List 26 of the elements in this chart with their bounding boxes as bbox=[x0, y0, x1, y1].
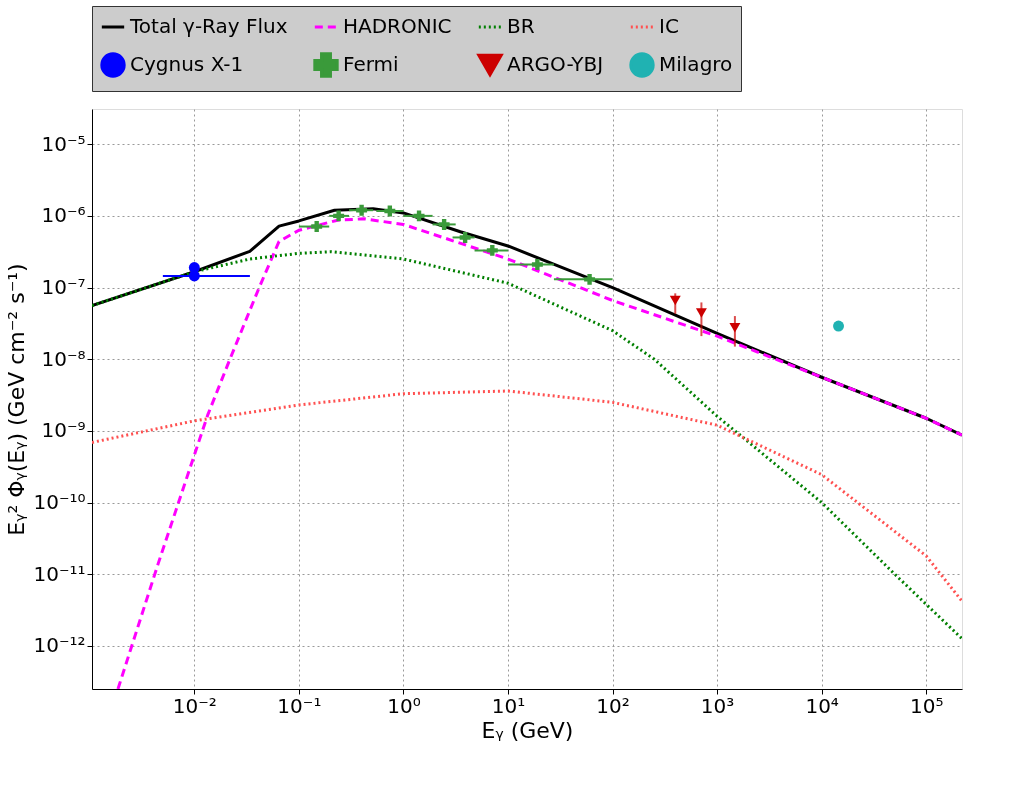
y-tick-label: 10⁻¹² bbox=[33, 633, 86, 658]
x-tick-label: 10⁻² bbox=[172, 693, 217, 718]
y-tick-label: 10⁻⁹ bbox=[41, 418, 86, 443]
y-tick-label: 10⁻⁷ bbox=[41, 275, 86, 300]
x-tick-label: 10¹ bbox=[491, 693, 526, 718]
legend-label: Fermi bbox=[343, 52, 399, 76]
y-tick-label: 10⁻⁸ bbox=[41, 346, 86, 371]
y-tick-label: 10⁻⁶ bbox=[41, 203, 86, 228]
legend-label: ARGO-YBJ bbox=[507, 52, 604, 76]
x-tick-label: 10⁴ bbox=[805, 693, 839, 718]
x-tick-label: 10³ bbox=[700, 693, 735, 718]
x-tick-label: 10⁻¹ bbox=[277, 693, 322, 718]
legend-label: Total γ-Ray Flux bbox=[129, 14, 288, 38]
y-tick-label: 10⁻⁵ bbox=[41, 131, 86, 156]
y-tick-label: 10⁻¹⁰ bbox=[33, 490, 86, 515]
y-tick-label: 10⁻¹¹ bbox=[33, 561, 86, 586]
x-tick-label: 10⁵ bbox=[909, 693, 944, 718]
legend-label: IC bbox=[659, 14, 679, 38]
legend-label: Cygnus X-1 bbox=[130, 52, 244, 76]
x-tick-label: 10⁰ bbox=[387, 693, 421, 718]
legend-label: HADRONIC bbox=[343, 14, 452, 38]
legend-label: Milagro bbox=[659, 52, 733, 76]
legend-label: BR bbox=[507, 14, 535, 38]
x-tick-label: 10² bbox=[596, 693, 630, 718]
x-axis-title: Eᵧ (GeV) bbox=[481, 717, 574, 743]
y-axis-title: Eᵧ² Φᵧ(Eᵧ) (GeV cm⁻² s⁻¹) bbox=[4, 263, 30, 536]
